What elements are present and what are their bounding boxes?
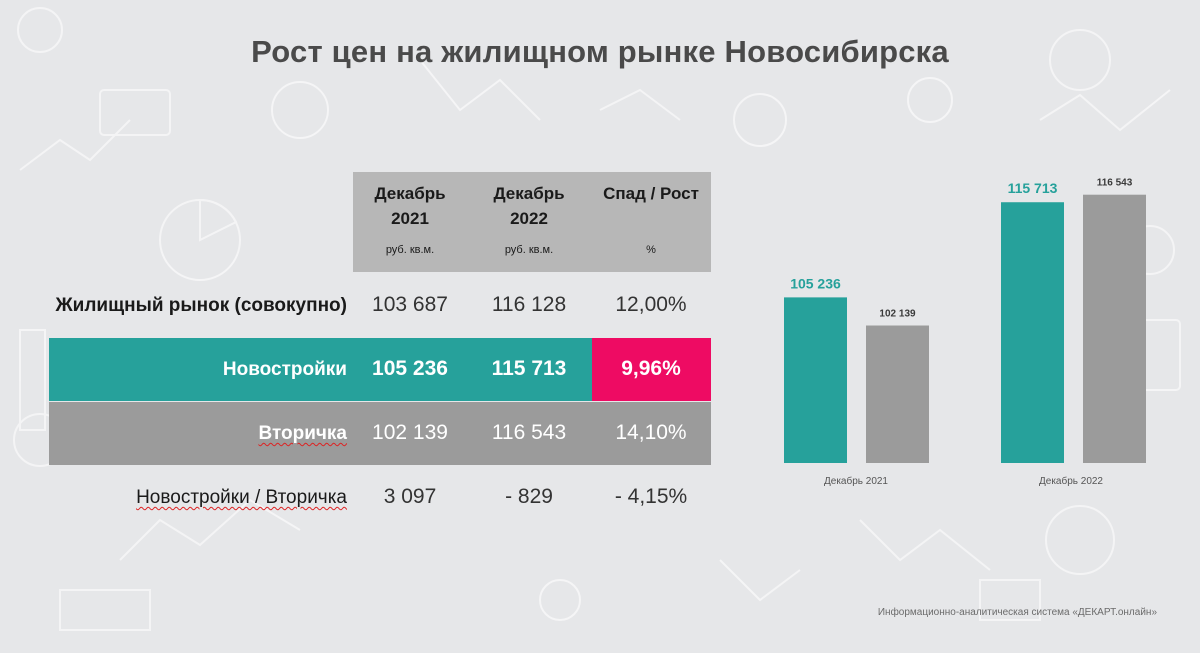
bar-value-label: 105 236: [790, 275, 841, 291]
col-unit: руб. кв.м.: [504, 244, 554, 256]
col-header-dec-2021: Декабрь 2021 руб. кв.м.: [351, 181, 469, 257]
table-header: [353, 172, 711, 272]
source-footer: Информационно-аналитическая система «ДЕК…: [877, 607, 1157, 618]
table-cell: 14,10%: [615, 421, 687, 444]
table-cell: 12,00%: [615, 293, 687, 316]
col-unit: руб. кв.м.: [385, 244, 435, 256]
row-band-secondary: [49, 402, 711, 465]
bar-value-label: 115 713: [1008, 180, 1058, 196]
bar-new-builds-1: [784, 297, 847, 463]
highlight-cell: [592, 338, 711, 401]
x-tick-label: Декабрь 2021: [824, 475, 888, 487]
bar-new-builds-2: [1001, 202, 1064, 463]
col-unit: %: [646, 244, 656, 256]
bar-secondary-2: [1083, 194, 1146, 463]
bar-value-label: 102 139: [879, 309, 916, 320]
table-cell: 103 687: [372, 293, 448, 316]
x-tick-label: Декабрь 2022: [1039, 475, 1103, 487]
table-cell: - 4,15%: [614, 485, 688, 508]
page-title: Рост цен на жилищном рынке Новосибирска: [251, 34, 949, 69]
table-cell: 3 097: [383, 485, 437, 508]
col-header-dec-2022: Декабрь 2022 руб. кв.м.: [470, 181, 588, 257]
col-header-change: Спад / Рост %: [592, 181, 710, 257]
table-cell: - 829: [505, 485, 553, 508]
bar-secondary-1: [866, 325, 929, 463]
bar-value-label: 116 543: [1097, 178, 1133, 189]
table-cell: 115 713: [491, 357, 567, 380]
row-label-new-builds: Новостройки: [222, 359, 347, 380]
table-cell: 116 128: [491, 293, 567, 316]
table-cell: 105 236: [372, 357, 448, 380]
table-cell: 116 543: [491, 421, 567, 444]
table-cell: 102 139: [372, 421, 448, 444]
row-label-ratio: Новостройки / Вторичка: [136, 487, 347, 508]
row-label-secondary: Вторичка: [258, 423, 347, 444]
table-cell: 9,96%: [621, 357, 681, 380]
row-label-total-market: Жилищный рынок (совокупно): [55, 295, 348, 316]
